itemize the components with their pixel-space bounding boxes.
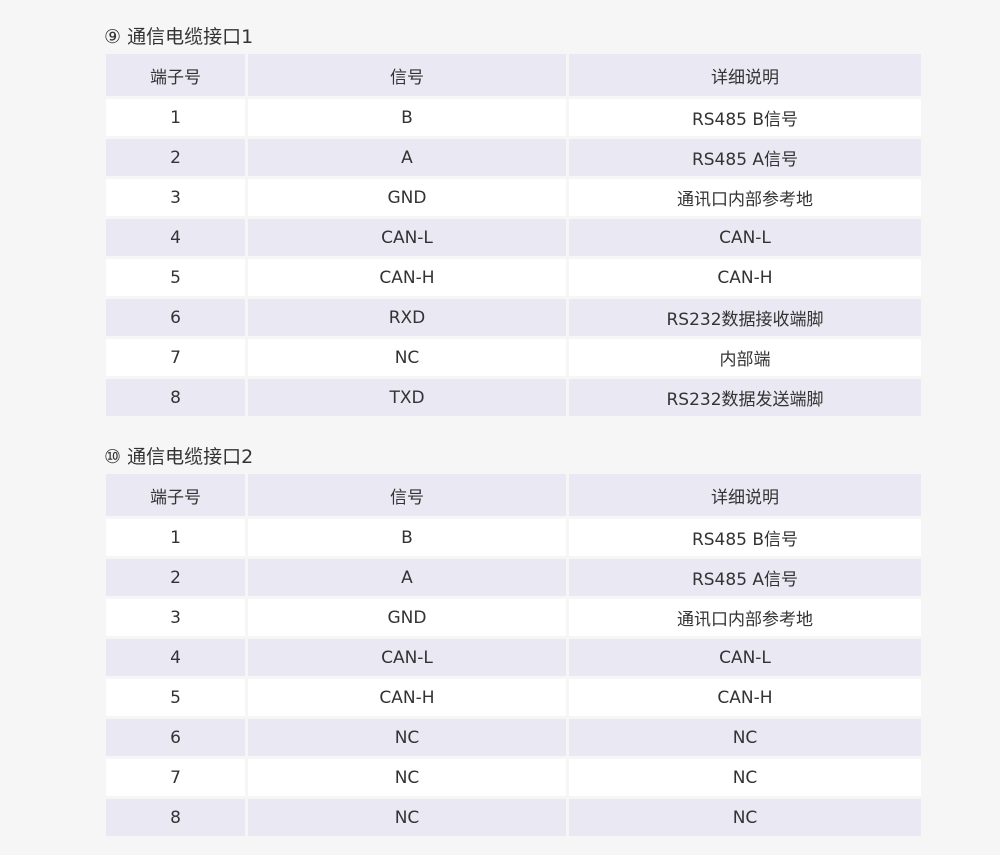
table-row: 8 TXD RS232数据发送端脚 <box>106 379 921 416</box>
table-cell: 4 <box>106 219 245 256</box>
table-cell: 6 <box>106 719 245 756</box>
table-cell: CAN-H <box>569 259 921 296</box>
table-cell: CAN-H <box>248 259 566 296</box>
table-cell: NC <box>569 719 921 756</box>
section-title: ⑩ 通信电缆接口2 <box>104 446 254 468</box>
table-cell: CAN-L <box>248 219 566 256</box>
table-cell: RS232数据接收端脚 <box>569 299 921 336</box>
table-cell: 2 <box>106 139 245 176</box>
table-cell: B <box>248 99 566 136</box>
section-title: ⑨ 通信电缆接口1 <box>104 26 254 48</box>
table-cell: RS485 A信号 <box>569 139 921 176</box>
table-cell: NC <box>569 799 921 836</box>
table-cell: CAN-H <box>569 679 921 716</box>
table-cell: GND <box>248 599 566 636</box>
table-cell: RXD <box>248 299 566 336</box>
table-row: 5 CAN-H CAN-H <box>106 259 921 296</box>
table-cell: NC <box>248 759 566 796</box>
column-header: 端子号 <box>106 54 245 96</box>
table-cell: NC <box>569 759 921 796</box>
table-cell: 2 <box>106 559 245 596</box>
table-cell: CAN-L <box>569 219 921 256</box>
table-cell: CAN-L <box>248 639 566 676</box>
table-row: 7 NC NC <box>106 759 921 796</box>
table-cell: RS485 B信号 <box>569 519 921 556</box>
table-row: 3 GND 通讯口内部参考地 <box>106 179 921 216</box>
table-row: 6 NC NC <box>106 719 921 756</box>
table-row: 2 A RS485 A信号 <box>106 559 921 596</box>
table-cell: 8 <box>106 379 245 416</box>
table-cell: NC <box>248 339 566 376</box>
table-cell: NC <box>248 719 566 756</box>
table-row: 5 CAN-H CAN-H <box>106 679 921 716</box>
column-header: 信号 <box>248 474 566 516</box>
table-row: 1 B RS485 B信号 <box>106 519 921 556</box>
table-cell: NC <box>248 799 566 836</box>
table-cell: 7 <box>106 339 245 376</box>
table-cell: 内部端 <box>569 339 921 376</box>
column-header: 信号 <box>248 54 566 96</box>
table-cell: RS232数据发送端脚 <box>569 379 921 416</box>
interface-table-section: ⑨ 通信电缆接口1 端子号 信号 详细说明 1 B RS485 B信号 2 A RS485 A信号… <box>104 20 921 419</box>
table-header: 端子号 信号 详细说明 <box>106 54 921 96</box>
table-row: 4 CAN-L CAN-L <box>106 219 921 256</box>
table-cell: GND <box>248 179 566 216</box>
table-cell: B <box>248 519 566 556</box>
table-cell: 8 <box>106 799 245 836</box>
table-row: 1 B RS485 B信号 <box>106 99 921 136</box>
table-cell: 1 <box>106 99 245 136</box>
table-cell: A <box>248 139 566 176</box>
table-cell: 5 <box>106 259 245 296</box>
table-row: 4 CAN-L CAN-L <box>106 639 921 676</box>
table-cell: RS485 A信号 <box>569 559 921 596</box>
table-cell: 通讯口内部参考地 <box>569 599 921 636</box>
table-row: 8 NC NC <box>106 799 921 836</box>
table-cell: 5 <box>106 679 245 716</box>
table-cell: 3 <box>106 599 245 636</box>
table-row: 6 RXD RS232数据接收端脚 <box>106 299 921 336</box>
table-header: 端子号 信号 详细说明 <box>106 474 921 516</box>
table-cell: 1 <box>106 519 245 556</box>
interface-table-section: ⑩ 通信电缆接口2 端子号 信号 详细说明 1 B RS485 B信号 2 A RS485 A信号… <box>104 440 921 839</box>
table-cell: 4 <box>106 639 245 676</box>
column-header: 详细说明 <box>569 54 921 96</box>
column-header: 端子号 <box>106 474 245 516</box>
table-cell: 3 <box>106 179 245 216</box>
column-header: 详细说明 <box>569 474 921 516</box>
table-cell: 7 <box>106 759 245 796</box>
table-cell: 通讯口内部参考地 <box>569 179 921 216</box>
table-cell: TXD <box>248 379 566 416</box>
table-cell: 6 <box>106 299 245 336</box>
table-row: 7 NC 内部端 <box>106 339 921 376</box>
table-cell: A <box>248 559 566 596</box>
table-cell: CAN-H <box>248 679 566 716</box>
table-cell: RS485 B信号 <box>569 99 921 136</box>
table-row: 3 GND 通讯口内部参考地 <box>106 599 921 636</box>
table-row: 2 A RS485 A信号 <box>106 139 921 176</box>
table-cell: CAN-L <box>569 639 921 676</box>
